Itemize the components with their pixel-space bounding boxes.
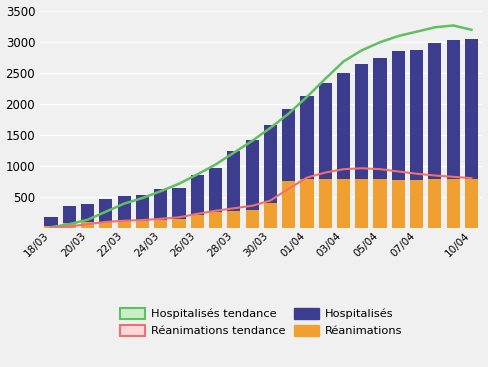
Bar (410, 180, 423, 228)
Bar (81, 222, 94, 228)
Bar (428, 43, 442, 228)
Bar (245, 140, 259, 228)
Bar (136, 195, 149, 228)
Bar (209, 168, 222, 228)
Bar (99, 199, 112, 228)
Bar (63, 223, 76, 228)
Bar (136, 221, 149, 228)
Bar (264, 125, 277, 228)
Bar (282, 181, 295, 228)
Bar (428, 179, 442, 228)
Bar (227, 151, 241, 228)
Bar (447, 40, 460, 228)
Bar (118, 196, 131, 228)
Bar (337, 179, 350, 228)
Legend: Hospitalisés tendance, Réanimations tendance, Hospitalisés, Réanimations: Hospitalisés tendance, Réanimations tend… (115, 303, 407, 341)
Bar (191, 175, 204, 228)
Bar (245, 210, 259, 228)
Bar (465, 179, 478, 228)
Bar (209, 212, 222, 228)
Bar (154, 189, 167, 228)
Bar (373, 179, 386, 228)
Bar (81, 204, 94, 228)
Bar (337, 73, 350, 228)
Bar (44, 226, 58, 228)
Bar (355, 64, 368, 228)
Bar (172, 219, 185, 228)
Bar (447, 179, 460, 228)
Bar (282, 109, 295, 228)
Bar (264, 203, 277, 228)
Bar (227, 211, 241, 228)
Bar (319, 179, 332, 228)
Bar (191, 215, 204, 228)
Bar (63, 206, 76, 228)
Bar (410, 50, 423, 228)
Bar (301, 96, 313, 228)
Bar (465, 39, 478, 228)
Bar (154, 220, 167, 228)
Bar (392, 51, 405, 228)
Bar (301, 179, 313, 228)
Bar (319, 83, 332, 228)
Bar (355, 179, 368, 228)
Bar (392, 180, 405, 228)
Bar (99, 222, 112, 228)
Bar (118, 221, 131, 228)
Bar (44, 217, 58, 228)
Bar (373, 58, 386, 228)
Bar (172, 188, 185, 228)
